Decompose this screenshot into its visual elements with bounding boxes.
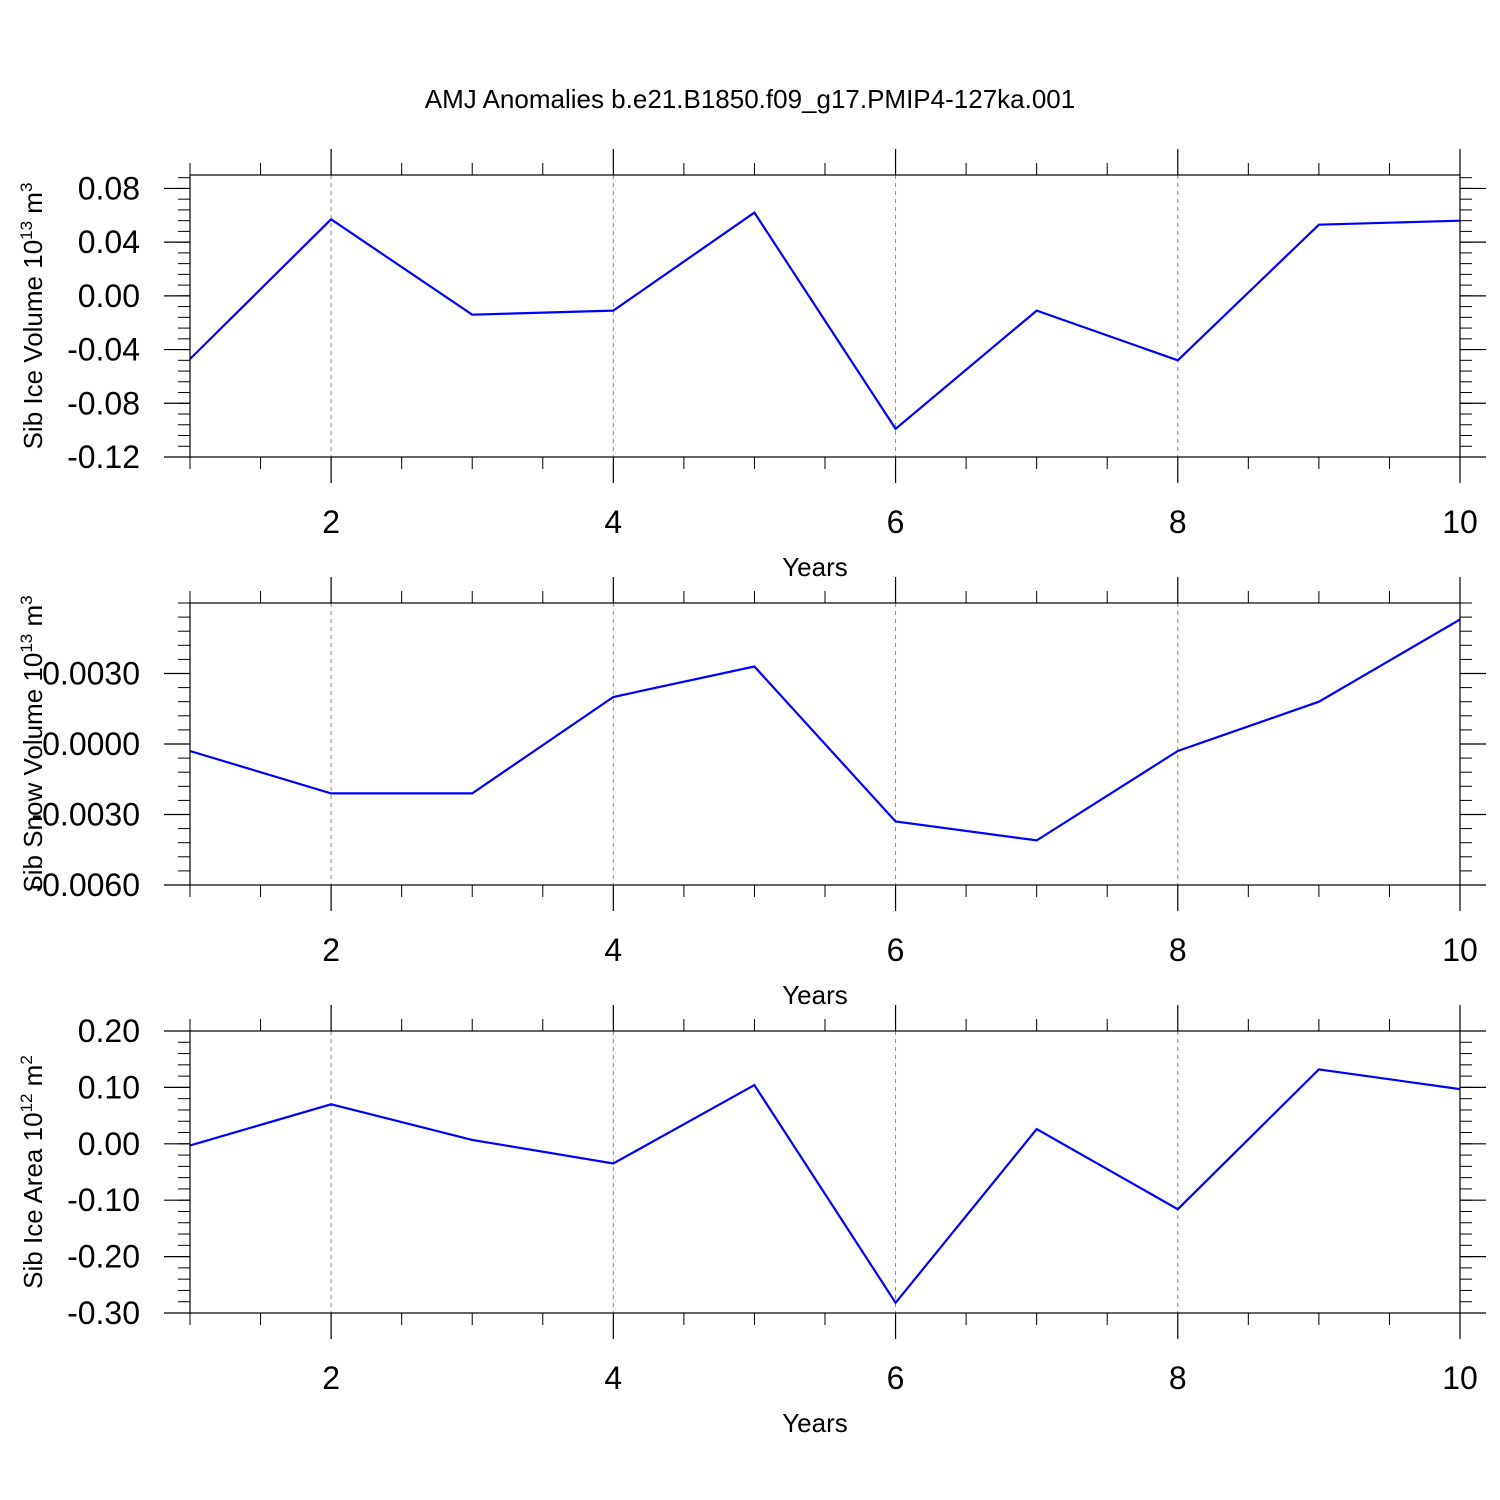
y-tick-label: 0.20 bbox=[78, 1013, 140, 1049]
x-tick-label: 6 bbox=[887, 932, 905, 968]
y-tick-label: -0.20 bbox=[67, 1239, 140, 1275]
data-series-line bbox=[189, 211, 1461, 431]
x-tick-label: 10 bbox=[1442, 1360, 1478, 1396]
y-axis-label: Sib Ice Area 1012 m2 bbox=[17, 1055, 48, 1289]
chart-panel-2: 2 4 6 8 10 -0.0060 -0.0030 0.0000 0.0030 Years Sib… bbox=[17, 577, 1486, 1010]
x-tick-label: 2 bbox=[322, 504, 340, 540]
y-tick-label: -0.08 bbox=[67, 385, 140, 421]
y-tick-label: 0.04 bbox=[78, 224, 140, 260]
chart-panel-1: 2 4 6 8 10 -0.12 -0.08 -0.04 0.00 0.04 0.08 Years Si… bbox=[17, 149, 1486, 582]
x-tick-label: 4 bbox=[604, 932, 622, 968]
x-tick-label: 10 bbox=[1442, 504, 1478, 540]
chart-title: AMJ Anomalies b.e21.B1850.f09_g17.PMIP4-… bbox=[424, 84, 1076, 114]
x-axis-label: Years bbox=[782, 980, 848, 1010]
x-axis-label: Years bbox=[782, 1408, 848, 1438]
x-tick-label: 2 bbox=[322, 932, 340, 968]
y-tick-label: 0.00 bbox=[78, 278, 140, 314]
data-series-line bbox=[189, 618, 1461, 842]
x-tick-label: 4 bbox=[604, 504, 622, 540]
y-tick-label: 0.0000 bbox=[42, 726, 140, 762]
y-tick-label: -0.12 bbox=[67, 439, 140, 475]
y-tick-label: -0.0030 bbox=[31, 797, 140, 833]
y-tick-label: -0.04 bbox=[67, 332, 140, 368]
chart-panel-3: 2 4 6 8 10 -0.30 -0.20 -0.10 0.00 0.10 0.20 Years Si… bbox=[17, 1005, 1486, 1438]
x-tick-label: 6 bbox=[887, 1360, 905, 1396]
x-tick-label: 8 bbox=[1169, 1360, 1187, 1396]
y-tick-label: 0.10 bbox=[78, 1069, 140, 1105]
plot-frame bbox=[189, 174, 1461, 458]
y-axis-label: Sib Snow Volume 1013 m3 bbox=[17, 595, 48, 892]
y-axis-label: Sib Ice Volume 1013 m3 bbox=[17, 183, 48, 450]
x-tick-label: 8 bbox=[1169, 932, 1187, 968]
plot-frame bbox=[189, 1030, 1461, 1314]
y-tick-label: 0.00 bbox=[78, 1126, 140, 1162]
x-tick-label: 10 bbox=[1442, 932, 1478, 968]
y-tick-label: -0.10 bbox=[67, 1182, 140, 1218]
x-tick-label: 2 bbox=[322, 1360, 340, 1396]
y-tick-label: 0.0030 bbox=[42, 656, 140, 692]
x-tick-label: 4 bbox=[604, 1360, 622, 1396]
y-tick-label: 0.08 bbox=[78, 170, 140, 206]
x-axis-label: Years bbox=[782, 552, 848, 582]
y-tick-label: -0.30 bbox=[67, 1295, 140, 1331]
x-tick-label: 8 bbox=[1169, 504, 1187, 540]
x-tick-label: 6 bbox=[887, 504, 905, 540]
data-series-line bbox=[189, 1068, 1461, 1305]
y-tick-label: -0.0060 bbox=[31, 867, 140, 903]
